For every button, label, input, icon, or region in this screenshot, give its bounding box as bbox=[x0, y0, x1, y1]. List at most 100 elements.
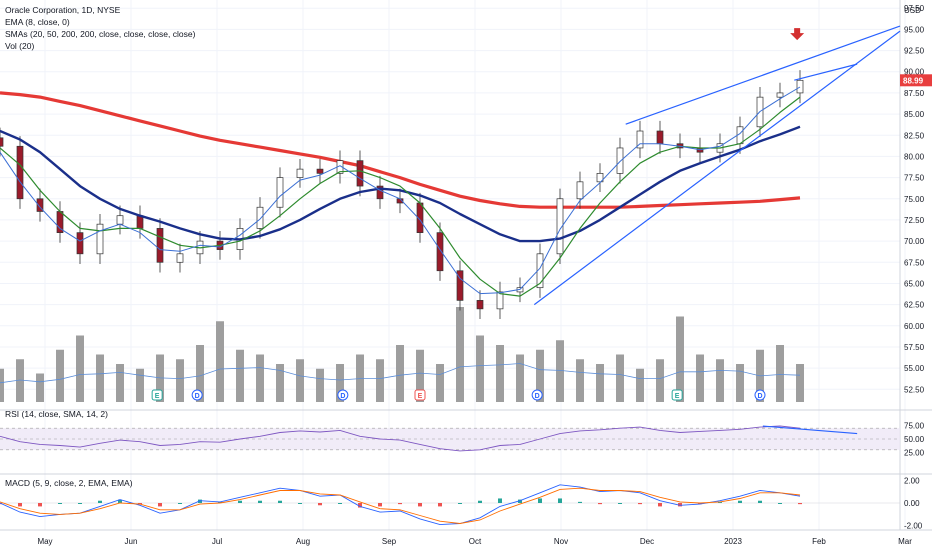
time-tick-label: Nov bbox=[554, 537, 568, 546]
macd-histogram-bar bbox=[338, 503, 342, 504]
volume-ma-line bbox=[0, 363, 801, 384]
trendline-recent-channel[interactable] bbox=[794, 63, 858, 81]
volume-bars bbox=[0, 307, 804, 402]
price-tick-label: 97.50 bbox=[904, 4, 925, 13]
macd-histogram-bar bbox=[178, 503, 182, 504]
candle-body bbox=[456, 270, 464, 301]
candle-body bbox=[796, 79, 804, 94]
time-tick-label: Oct bbox=[469, 537, 482, 546]
event-marker-letter: D bbox=[535, 393, 540, 400]
volume-bar bbox=[556, 340, 564, 402]
macd-histogram-bar bbox=[678, 503, 682, 507]
candle-body bbox=[16, 145, 24, 200]
trendlines[interactable] bbox=[533, 25, 901, 306]
price-tick-label: 57.50 bbox=[904, 343, 925, 352]
macd-legend[interactable]: MACD (5, 9, close, 2, EMA, EMA) bbox=[5, 478, 133, 488]
volume-bar bbox=[456, 307, 464, 402]
macd-tick-label: 0.00 bbox=[904, 499, 920, 508]
candle-body bbox=[0, 137, 4, 147]
dividend-marker[interactable] bbox=[191, 389, 203, 401]
price-tick-label: 82.50 bbox=[904, 131, 925, 140]
macd-histogram-bar bbox=[438, 503, 442, 507]
macd-histogram-bar bbox=[218, 501, 222, 503]
rsi-pane bbox=[0, 425, 900, 452]
volume-bar bbox=[96, 354, 104, 402]
event-marker-letter: D bbox=[757, 393, 762, 400]
time-tick-label: Aug bbox=[296, 537, 310, 546]
earnings-marker[interactable] bbox=[151, 389, 163, 401]
event-marker-letter: E bbox=[155, 393, 160, 400]
candle-body bbox=[556, 198, 564, 255]
macd-histogram-bar bbox=[258, 500, 262, 503]
rsi-tick-label: 25.00 bbox=[904, 449, 925, 458]
volume-bar bbox=[616, 354, 624, 402]
candle-body bbox=[356, 160, 364, 187]
candle-body bbox=[476, 300, 484, 310]
ema-legend[interactable]: EMA (8, close, 0) bbox=[5, 17, 70, 27]
time-axis[interactable]: May Jun Jul Aug Sep Oct Nov Dec 2023 Feb Mar bbox=[37, 537, 912, 546]
price-axis[interactable]: 97.50 95.00 92.50 90.00 87.50 85.00 82.50 80.00… bbox=[900, 4, 932, 531]
candle-body bbox=[636, 130, 644, 149]
dividend-marker[interactable] bbox=[754, 389, 766, 401]
time-tick-label: Jun bbox=[125, 537, 138, 546]
symbol-title[interactable]: Oracle Corporation, 1D, NYSE bbox=[5, 5, 121, 15]
macd-histogram-bar bbox=[778, 503, 782, 504]
volume-bar bbox=[676, 316, 684, 402]
volume-bar bbox=[576, 359, 584, 402]
volume-bar bbox=[476, 335, 484, 402]
price-tick-label: 85.00 bbox=[904, 110, 925, 119]
volume-bar bbox=[716, 359, 724, 402]
volume-bar bbox=[796, 364, 804, 402]
volume-bar bbox=[696, 354, 704, 402]
volume-bar bbox=[656, 359, 664, 402]
candle-body bbox=[656, 130, 664, 145]
rsi-legend[interactable]: RSI (14, close, SMA, 14, 2) bbox=[5, 409, 108, 419]
volume-bar bbox=[256, 354, 264, 402]
volume-bar bbox=[0, 368, 4, 402]
earnings-marker[interactable] bbox=[414, 389, 426, 401]
rsi-divergence-line bbox=[762, 425, 858, 435]
rsi-line bbox=[0, 425, 801, 452]
smas-legend[interactable]: SMAs (20, 50, 200, 200, close, close, cl… bbox=[5, 29, 196, 39]
last-price-tag[interactable] bbox=[900, 74, 932, 87]
macd-histogram-bar bbox=[418, 503, 422, 507]
volume-bar bbox=[636, 368, 644, 402]
rsi-tick-label: 75.00 bbox=[904, 422, 925, 431]
price-tick-label: 75.00 bbox=[904, 195, 925, 204]
time-tick-label: Dec bbox=[640, 537, 654, 546]
macd-signal-line bbox=[0, 487, 801, 524]
volume-bar bbox=[736, 364, 744, 402]
candlesticks bbox=[0, 70, 804, 320]
volume-bar bbox=[176, 359, 184, 402]
macd-histogram-bar bbox=[38, 503, 42, 507]
dividend-marker[interactable] bbox=[531, 389, 543, 401]
dividend-marker[interactable] bbox=[337, 389, 349, 401]
price-tick-label: 65.00 bbox=[904, 279, 925, 288]
macd-histogram-bar bbox=[618, 503, 622, 504]
macd-tick-label: -2.00 bbox=[904, 522, 923, 531]
macd-histogram-bar bbox=[358, 503, 362, 508]
macd-histogram-bar bbox=[238, 500, 242, 503]
vol-legend[interactable]: Vol (20) bbox=[5, 41, 35, 51]
time-tick-label: Feb bbox=[812, 537, 826, 546]
macd-pane bbox=[0, 484, 900, 526]
price-tick-label: 92.50 bbox=[904, 47, 925, 56]
volume-bar bbox=[56, 349, 64, 402]
price-tick-label: 67.50 bbox=[904, 258, 925, 267]
volume-bar bbox=[376, 359, 384, 402]
candle-body bbox=[296, 168, 304, 178]
candle-body bbox=[276, 177, 284, 208]
macd-histogram-bar bbox=[538, 498, 542, 503]
price-tick-label: 52.50 bbox=[904, 385, 925, 394]
volume-bar bbox=[536, 349, 544, 402]
trendline-upper-wedge[interactable] bbox=[625, 25, 901, 125]
macd-histogram-bar bbox=[378, 503, 382, 507]
volume-bar bbox=[36, 373, 44, 402]
earnings-marker[interactable] bbox=[671, 389, 683, 401]
candle-body bbox=[616, 147, 624, 174]
macd-histogram-bar bbox=[298, 503, 302, 504]
trendline-lower-wedge[interactable] bbox=[533, 30, 901, 306]
macd-histogram-bar bbox=[598, 503, 602, 505]
